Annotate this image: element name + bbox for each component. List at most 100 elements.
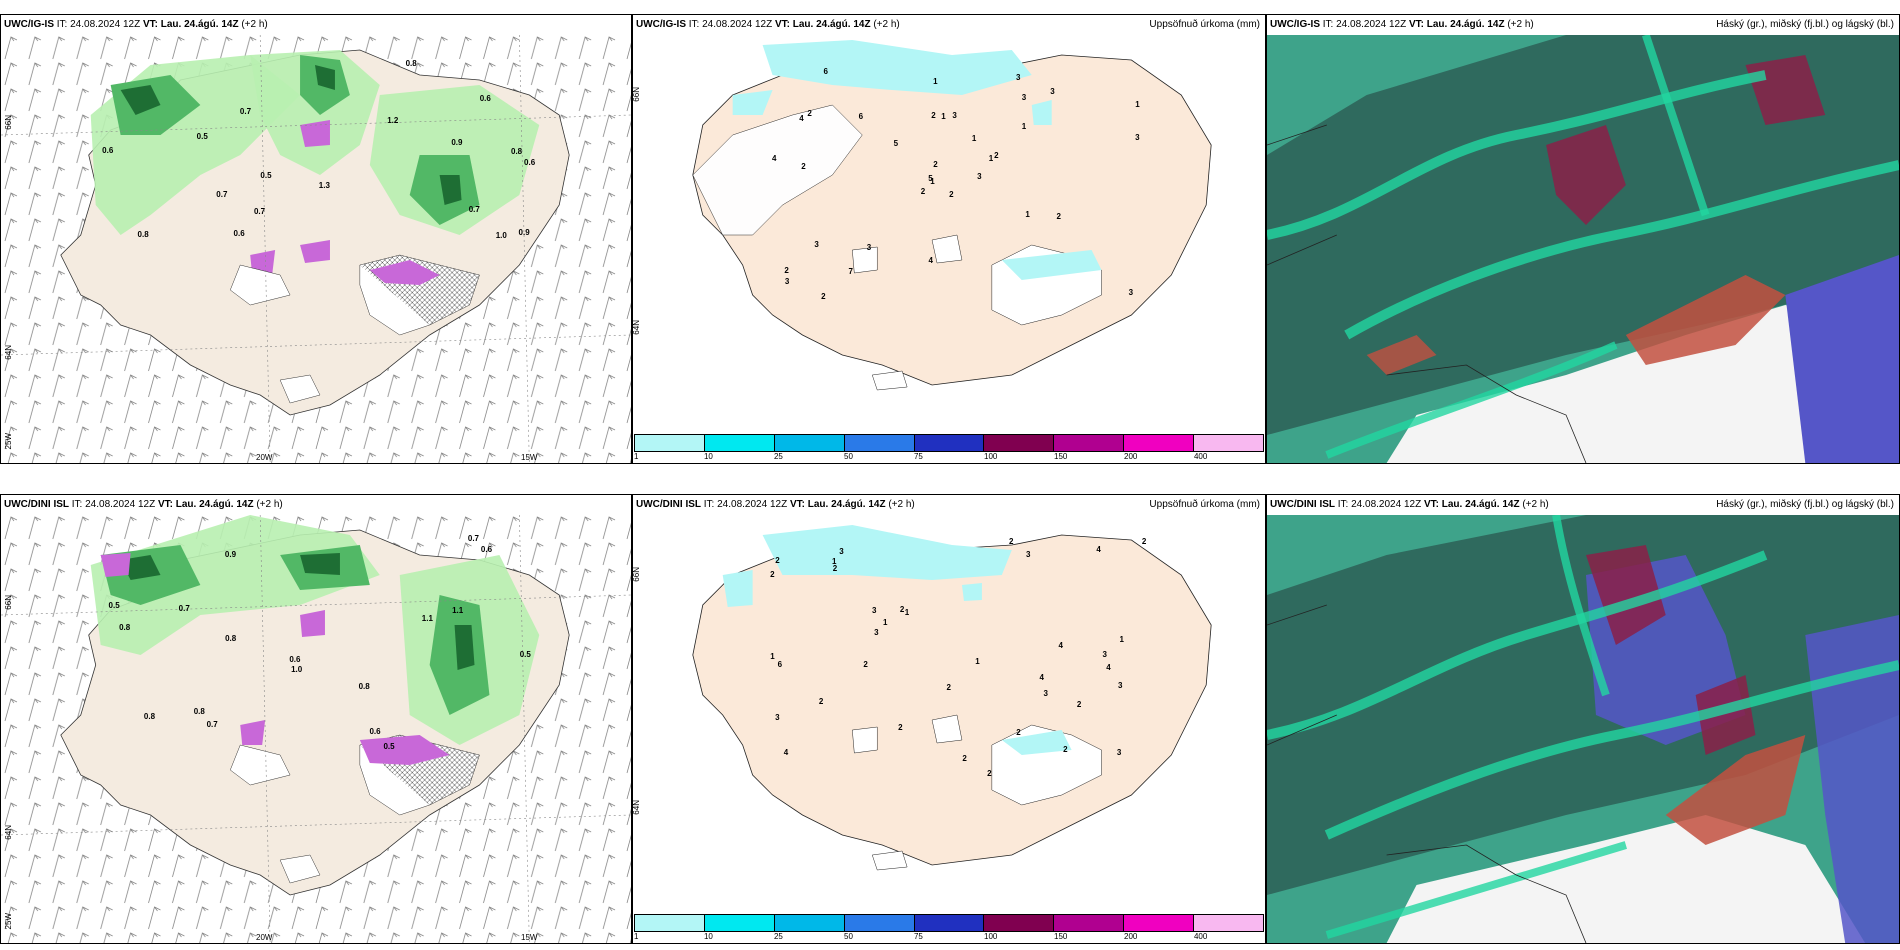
map-value-label: 3	[1135, 132, 1140, 142]
map-value-label: 2	[899, 604, 905, 614]
map-value-label: 4	[1058, 641, 1063, 651]
map-value-label: 0.6	[289, 654, 301, 664]
map-value-label: 3	[1043, 688, 1048, 698]
map-value-label: 1.0	[291, 665, 303, 675]
map-value-label: 4	[799, 113, 804, 123]
map-value-label: 2	[818, 696, 824, 706]
map-value-label: 3	[1102, 650, 1107, 660]
map-value-label: 3	[784, 277, 790, 287]
map-value-label: 1	[971, 134, 977, 144]
map-value-label: 3	[977, 171, 982, 181]
map-value-label: 3	[866, 242, 872, 252]
map-value-label: 2	[832, 563, 838, 573]
map-value-label: 3	[1026, 549, 1031, 559]
map-value-label: 1	[930, 176, 935, 186]
colorbar-ticks: 1 10 25 50 75 100 150 200 400	[634, 452, 1264, 462]
panel-header: UWC/DINI ISL IT: 24.08.2024 12Z VT: Lau.…	[4, 499, 283, 510]
map-value-label: 0.5	[108, 600, 120, 610]
colorbar-swatch	[635, 915, 705, 931]
map-value-label: 2	[807, 108, 812, 118]
colorbar-swatch	[844, 915, 915, 931]
colorbar-swatch	[984, 915, 1055, 931]
map-value-label: 0.7	[239, 107, 252, 117]
map-value-label: 3	[1128, 287, 1134, 297]
iceland-precip-map	[692, 40, 1212, 391]
map-value-label: 1	[770, 652, 775, 662]
map-value-label: 2	[1008, 537, 1014, 547]
iceland-cloud-map	[1267, 35, 1899, 463]
map-value-label: 0.8	[405, 59, 417, 69]
map-value-label: 0.7	[467, 534, 479, 544]
colorbar-swatch	[1054, 435, 1125, 451]
map-value-label: 0.6	[369, 727, 381, 737]
colorbar-swatch	[1054, 915, 1125, 931]
colorbar-swatch	[1194, 435, 1264, 451]
map-value-label: 0.7	[468, 204, 480, 214]
map-value-label: 0.7	[206, 719, 218, 729]
map-value-label: 2	[770, 569, 775, 579]
map-value-label: 3	[1118, 680, 1123, 690]
colorbar-tick-label: 150	[1054, 452, 1068, 461]
map-value-label: 0.8	[511, 147, 523, 157]
map-value-label: 1	[988, 153, 994, 163]
iceland-weather-map	[1, 35, 631, 463]
colorbar-swatch	[844, 435, 915, 451]
map-value-label: 2	[1076, 699, 1082, 709]
colorbar-swatch	[1124, 435, 1195, 451]
colorbar-swatch	[704, 435, 775, 451]
map-value-label: 3	[1116, 747, 1122, 757]
map-value-label: 0.9	[518, 227, 530, 237]
map-value-label: 4	[928, 256, 933, 266]
map-value-label: 4	[783, 747, 789, 757]
map-value-label: 0.5	[260, 170, 272, 180]
panel-precip-ig: UWC/IG-IS IT: 24.08.2024 12Z VT: Lau. 24…	[632, 14, 1266, 464]
colorbar-swatch	[914, 435, 985, 451]
map-value-label: 4	[1096, 545, 1101, 555]
map-value-label: 1	[882, 618, 888, 628]
colorbar-tick-label: 25	[773, 932, 783, 941]
map-value-label: 0.8	[193, 707, 205, 717]
map-value-label: 6	[777, 660, 783, 670]
precip-colorbar	[634, 434, 1264, 452]
colorbar-swatch	[1124, 915, 1195, 931]
iceland-precip-map	[692, 525, 1212, 871]
map-value-label: 2	[801, 161, 806, 171]
map-value-label: 4	[1106, 663, 1111, 673]
panel-header: UWC/IG-IS IT: 24.08.2024 12Z VT: Lau. 24…	[1270, 19, 1894, 30]
map-value-label: 3	[1021, 92, 1027, 102]
lon-label-20w: 20W	[256, 453, 273, 462]
colorbar-tick-label: 400	[1193, 452, 1208, 461]
panel-clouds-dini: UWC/DINI ISL IT: 24.08.2024 12Z VT: Lau.…	[1266, 494, 1900, 944]
map-area	[1, 515, 631, 943]
map-value-label: 0.8	[137, 230, 149, 240]
map-value-label: 3	[874, 627, 879, 637]
colorbar-tick-label: 50	[844, 932, 853, 941]
colorbar-tick-label: 200	[1124, 452, 1138, 461]
map-value-label: 2	[920, 187, 926, 197]
map-value-label: 1.1	[421, 614, 433, 624]
map-value-label: 1	[1119, 634, 1124, 644]
colorbar-tick-label: 50	[844, 452, 853, 461]
map-value-label: 2	[821, 291, 826, 301]
lat-label-66n: 66N	[632, 567, 641, 582]
map-value-label: 1.0	[495, 230, 507, 240]
map-value-label: 0.6	[233, 228, 245, 238]
map-value-label: 3	[952, 111, 957, 121]
map-value-label: 1.3	[318, 180, 330, 190]
colorbar-tick-label: 150	[1054, 932, 1068, 941]
map-value-label: 0.8	[143, 712, 156, 722]
panel-clouds-ig: UWC/IG-IS IT: 24.08.2024 12Z VT: Lau. 24…	[1266, 14, 1900, 464]
panel-header: UWC/DINI ISL IT: 24.08.2024 12Z VT: Lau.…	[1270, 499, 1894, 510]
map-value-label: 2	[784, 265, 789, 275]
map-value-label: 3	[1015, 73, 1021, 83]
map-value-label: 2	[946, 683, 951, 693]
lat-label-64n: 64N	[632, 800, 641, 815]
shower-value-labels: 0.5 0.9 0.8 0.7 1.1 0.6 0.5 0.8 1.0 0.7 0.8 0.5 0.6 0…	[1, 515, 631, 943]
map-value-label: 0.5	[519, 649, 531, 659]
map-value-label: 2	[962, 754, 967, 764]
colorbar-tick-label: 100	[984, 932, 998, 941]
lon-label-15w: 15W	[521, 933, 538, 942]
map-value-label: 5	[893, 139, 899, 148]
